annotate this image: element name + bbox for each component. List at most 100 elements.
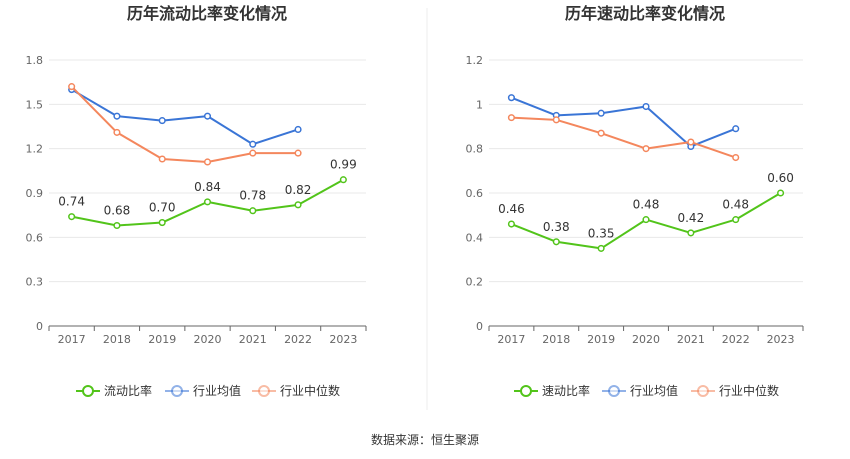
y-tick-label: 1.8 [26, 54, 44, 67]
data-point-industry_median [732, 153, 740, 162]
data-label: 0.78 [239, 189, 266, 203]
data-point-ratio [339, 176, 347, 184]
data-point-industry_median [294, 149, 302, 157]
y-tick-label: 0.8 [466, 143, 484, 156]
data-point-industry_avg [158, 117, 166, 125]
y-tick-label: 0 [36, 320, 43, 333]
chart-title: 历年流动比率变化情况 [127, 4, 287, 23]
data-point-industry_avg [732, 125, 740, 133]
data-point-ratio [642, 216, 650, 224]
x-tick-label: 2023 [329, 333, 357, 346]
data-label: 0.35 [588, 226, 615, 240]
data-point-ratio [687, 229, 695, 237]
data-point-industry_avg [294, 125, 302, 134]
data-point-industry_avg [113, 112, 121, 120]
data-label: 0.60 [767, 171, 794, 185]
data-point-ratio [732, 216, 740, 224]
legend-marker-icon [171, 385, 183, 397]
legend-label: 行业均值 [193, 383, 241, 398]
data-point-industry_median [203, 158, 212, 166]
data-point-ratio [294, 201, 302, 209]
y-tick-label: 0.6 [466, 187, 484, 200]
data-label: 0.46 [498, 202, 525, 216]
data-point-ratio [249, 207, 257, 215]
charts-canvas: 历年流动比率变化情况 0 0.3 0.6 0.9 1.2 1.5 1.8 2017 2018 201… [26, 4, 804, 410]
series-line-industry_avg [511, 96, 737, 148]
data-label: 0.48 [633, 198, 660, 212]
data-point-industry_median [642, 145, 650, 153]
legend-label: 行业均值 [630, 383, 678, 398]
data-label: 0.82 [285, 183, 312, 197]
data-point-ratio [158, 219, 166, 227]
data-label: 0.84 [194, 180, 221, 194]
x-tick-label: 2019 [148, 333, 176, 346]
data-point-industry_median [113, 128, 121, 136]
y-tick-label: 0.3 [26, 276, 44, 289]
series-line-industry_median [511, 116, 737, 159]
data-point-industry_median [249, 149, 257, 157]
legend-label: 行业中位数 [719, 383, 779, 398]
y-tick-label: 1.2 [26, 143, 44, 156]
legend-marker-icon [258, 385, 270, 397]
data-point-industry_median [687, 138, 695, 146]
x-tick-label: 2022 [284, 333, 312, 346]
y-tick-label: 1.2 [466, 54, 484, 67]
data-point-ratio [777, 189, 785, 197]
data-point-ratio [113, 221, 121, 230]
data-label: 0.48 [722, 198, 749, 212]
series-line-industry_median [70, 85, 299, 163]
data-label: 0.42 [677, 211, 704, 225]
x-tick-label: 2022 [722, 333, 750, 346]
legend-label: 流动比率 [104, 383, 152, 398]
x-tick-label: 2021 [239, 333, 267, 346]
data-point-ratio [68, 213, 76, 221]
legend-label: 速动比率 [542, 383, 590, 398]
data-label: 0.99 [330, 158, 357, 172]
x-tick-label: 2020 [194, 333, 222, 346]
data-point-industry_avg [642, 103, 650, 111]
legend-marker-icon [520, 385, 532, 397]
x-tick-label: 2018 [103, 333, 131, 346]
y-tick-label: 1 [476, 98, 483, 111]
data-point-ratio [203, 198, 212, 206]
legend-item-industry_median[interactable]: 行业中位数 [252, 383, 340, 398]
legend-item-industry_avg[interactable]: 行业均值 [165, 383, 241, 398]
data-label: 0.68 [104, 204, 131, 218]
data-point-industry_median [68, 83, 76, 91]
x-tick-label: 2017 [58, 333, 86, 346]
data-point-industry_avg [597, 109, 605, 117]
x-tick-label: 2017 [497, 333, 525, 346]
data-point-ratio [597, 244, 605, 252]
data-label: 0.70 [149, 201, 176, 215]
legend-item-ratio[interactable]: 流动比率 [76, 383, 152, 398]
x-tick-label: 2018 [542, 333, 570, 346]
x-tick-label: 2023 [767, 333, 795, 346]
data-point-industry_avg [203, 112, 212, 120]
data-point-ratio [507, 220, 515, 228]
data-point-industry_median [158, 155, 166, 163]
legend-label: 行业中位数 [280, 383, 340, 398]
y-tick-label: 0.9 [26, 187, 44, 200]
data-point-industry_median [597, 129, 605, 137]
data-label: 0.38 [543, 220, 570, 234]
y-tick-label: 1.5 [26, 98, 44, 111]
chart-title: 历年速动比率变化情况 [565, 4, 725, 23]
y-tick-label: 0.4 [466, 231, 484, 244]
data-point-industry_avg [249, 140, 257, 148]
data-point-industry_avg [507, 94, 515, 102]
legend-item-industry_avg[interactable]: 行业均值 [602, 383, 678, 398]
y-tick-label: 0 [476, 320, 483, 333]
legend-marker-icon [697, 385, 709, 397]
y-tick-label: 0.2 [466, 276, 484, 289]
legend-marker-icon [608, 385, 620, 397]
x-tick-label: 2019 [587, 333, 615, 346]
x-tick-label: 2021 [677, 333, 705, 346]
legend-item-ratio[interactable]: 速动比率 [514, 383, 590, 398]
data-point-ratio [552, 238, 560, 246]
legend-marker-icon [82, 385, 94, 397]
data-point-industry_median [507, 114, 515, 122]
data-label: 0.74 [58, 195, 85, 209]
data-point-industry_median [552, 116, 560, 124]
legend-item-industry_median[interactable]: 行业中位数 [691, 383, 779, 398]
series-line-industry_avg [71, 88, 299, 146]
